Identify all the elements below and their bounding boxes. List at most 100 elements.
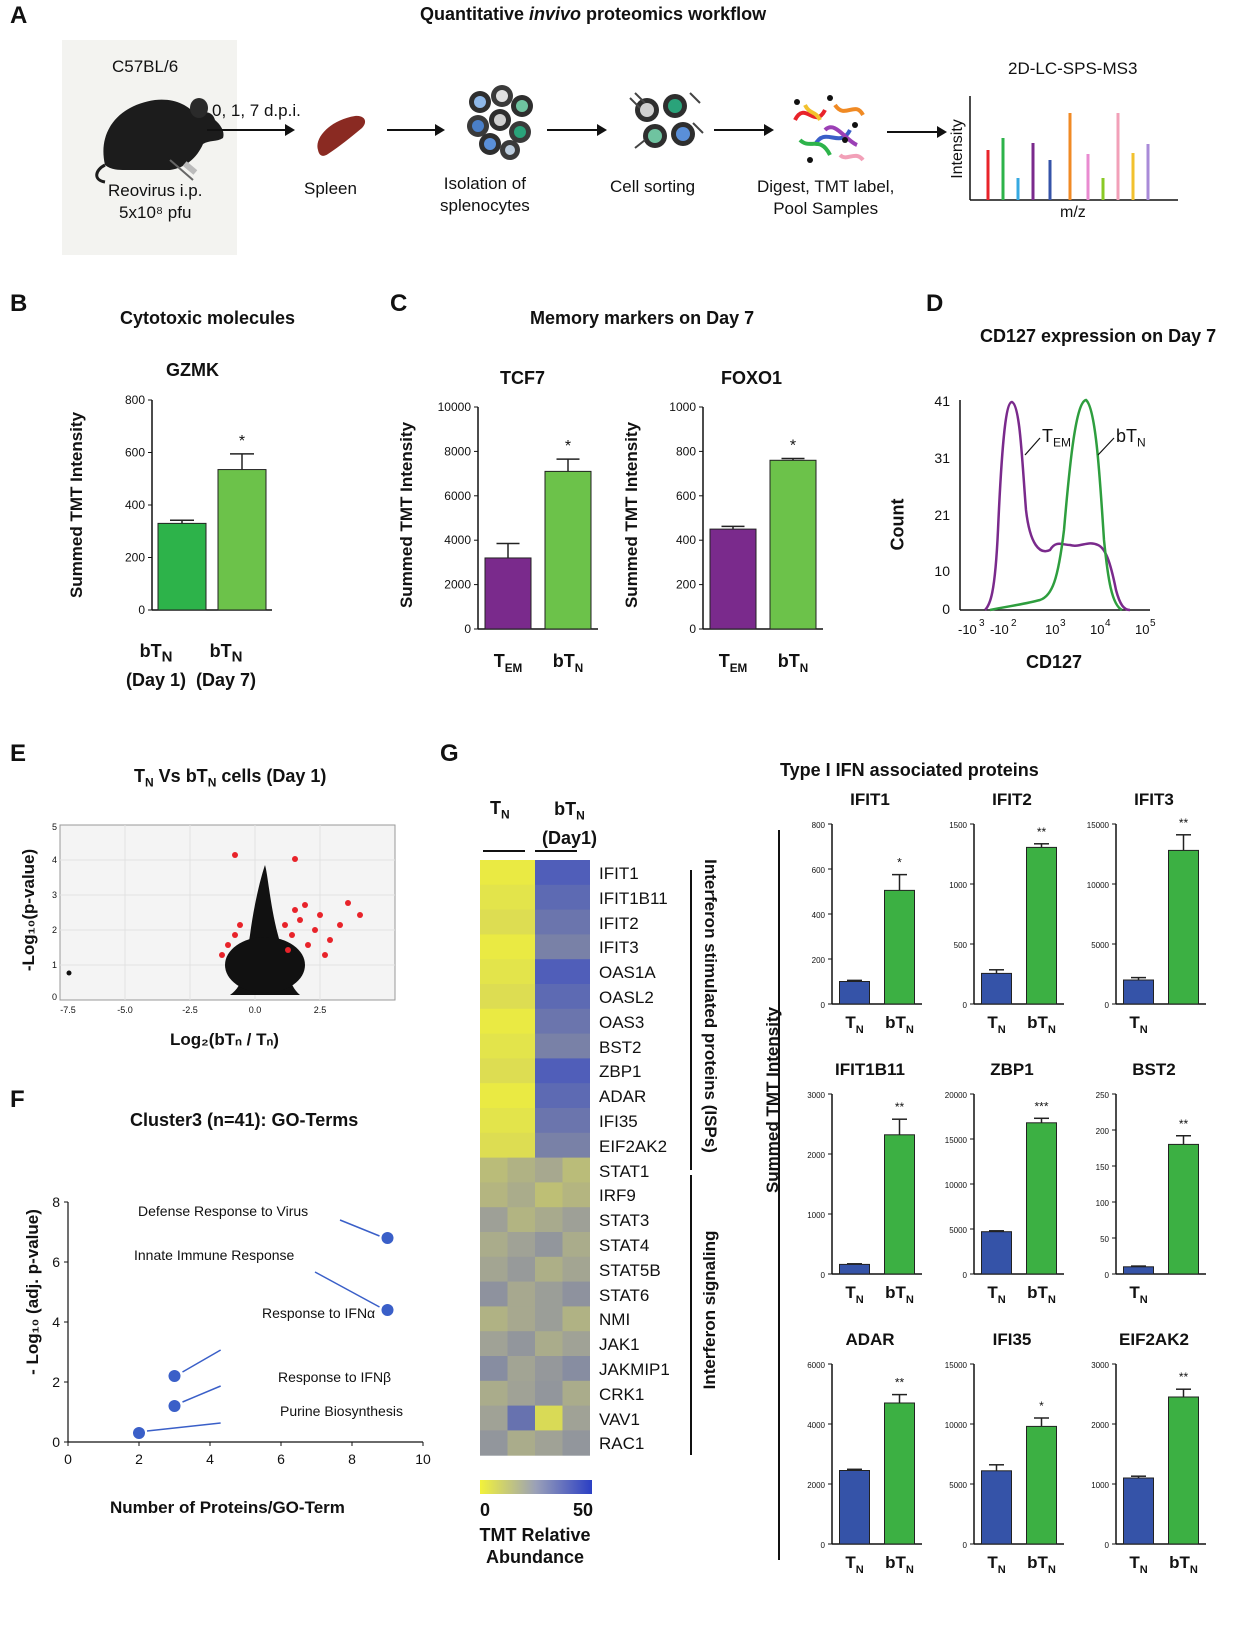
heatmap-cell [562,1132,590,1159]
go-terms-scatter: 0 2 4 6 8 0 2 4 6 8 10 Defense Response to Virus Inn… [52,1194,431,1467]
significance-label: ** [895,1100,905,1114]
bar [1168,1143,1199,1275]
heatmap-gene-label: STAT5B [599,1260,661,1280]
heat-col1-bar [483,850,525,852]
panel-b-title: Cytotoxic molecules [120,308,296,328]
significance-label: ** [1037,825,1047,839]
heatmap-gene-label: OAS3 [599,1012,645,1032]
d-ytick: 41 [934,393,950,409]
y-tick-label: 0 [1105,1001,1110,1010]
x-tick-label: TEM [719,651,748,675]
scale-label: TMT Relative Abundance [479,1525,591,1567]
bar [1026,846,1057,1005]
x-tick-label: bTN [885,1553,914,1576]
annotation-line [146,1422,221,1432]
heatmap-gene-label: NMI [599,1310,631,1330]
y-axis-label: Summed TMT Intensity [397,421,416,608]
y-tick-label: 400 [812,911,826,920]
d-label-btn: bTN [1116,426,1146,450]
panel-b-label: B [10,290,28,317]
g-ylabel: Summed TMT Intensity [763,1006,783,1194]
heatmap-cell [480,860,508,886]
heatmap-cell [562,1207,590,1233]
significance-label: * [239,433,245,450]
x-tick-label: TN [1129,1283,1147,1306]
y-tick-label: 150 [1096,1163,1110,1172]
data-point [168,1400,181,1412]
timepoints-label: 0, 1, 7 d.p.i. [212,101,301,120]
heatmap-cell [562,1356,590,1382]
d-ytick: 31 [934,450,950,466]
heatmap-gene-label: STAT3 [599,1211,650,1231]
y-tick-label: 250 [1096,1091,1110,1100]
infection-label: Reovirus i.p. 5x10⁸ pfu [108,181,203,222]
heatmap-cell [535,1182,563,1208]
heatmap-cell [535,860,563,886]
e-ytick: 4 [52,855,57,865]
heatmap-cell [535,1331,563,1357]
bar [709,528,757,630]
x-tick-label: TN [987,1283,1005,1306]
arrow-icon [547,124,607,136]
panel-f-title: Cluster3 (n=41): GO-Terms [130,1110,359,1130]
heatmap-gene-label: IFIT1 [599,864,639,883]
panel-c-gene-1: TCF7 [500,368,545,388]
significance-label: ** [895,1376,905,1390]
x-tick-label: TEM [494,651,523,675]
y-tick-label: 0 [821,1001,826,1010]
heatmap-cell [535,1008,563,1035]
d-ytick: 10 [934,563,950,579]
y-tick-label: 0 [689,622,696,636]
heatmap-cell [480,1157,508,1183]
e-ytick: 2 [52,925,57,935]
svg-text:4: 4 [1105,618,1111,629]
heatmap-cell [562,1058,590,1084]
y-tick-label: 1500 [949,821,967,830]
x-tick-label: 2 [135,1451,143,1467]
svg-text:-10: -10 [990,622,1009,637]
annotation-line [314,1271,380,1308]
g-axis-line [778,830,780,1560]
y-tick-label: 20000 [945,1091,968,1100]
g-bar-chart: 0 500 1000 1500 TN ** bTN [949,821,1064,1036]
cd127-histogram: 41 31 21 10 0 -10 3 -10 2 10 3 10 4 10 5 [934,393,1156,637]
heatmap-cell [562,959,590,985]
bar [884,1402,915,1545]
heatmap-cell [507,1058,535,1084]
heatmap-cell [562,1182,590,1208]
y-tick-label: 0 [52,1434,60,1450]
heatmap-cell [562,984,590,1010]
e-ytick: 1 [52,960,57,970]
panel-a-label: A [10,2,28,29]
significance-label: * [1039,1399,1044,1413]
bar [981,1231,1012,1275]
x-tick-label: bTN [553,651,583,675]
y-tick-label: 10000 [945,1421,968,1430]
g-bar-chart: 0 200 400 600 800 TN * bTN [812,821,922,1036]
heatmap-cell [507,1157,535,1183]
heatmap-gene-label: IRF9 [599,1186,636,1206]
heatmap-cell [507,1306,535,1332]
svg-text:10: 10 [1135,622,1149,637]
heatmap-cell [507,1281,535,1307]
x-tick-label: bTN [1027,1553,1056,1576]
heatmap-cell [535,1430,563,1456]
heatmap-gene-label: VAV1 [599,1409,640,1429]
e-xtick: 0.0 [249,1005,262,1015]
panel-b-xlabel-1: bTN (Day 1) [126,641,187,690]
x-tick-label: bTN [1027,1013,1056,1036]
data-point [381,1304,394,1316]
y-tick-label: 1000 [949,881,967,890]
g-chart-title: IFIT1 [850,790,890,809]
heatmap-cell [480,1331,508,1357]
heatmap-cell [507,959,535,985]
significance-label: * [790,438,796,455]
y-tick-label: 2000 [807,1151,825,1160]
ms-ylabel: Intensity [948,119,966,179]
heatmap-gene-label: IFI35 [599,1111,638,1131]
heatmap-cell [480,909,508,935]
heatmap-gene-label: STAT4 [599,1235,650,1255]
heatmap-cell [535,934,563,960]
panel-b-xlabel-2: bTN (Day 7) [196,641,257,690]
d-ytick: 0 [942,601,950,617]
